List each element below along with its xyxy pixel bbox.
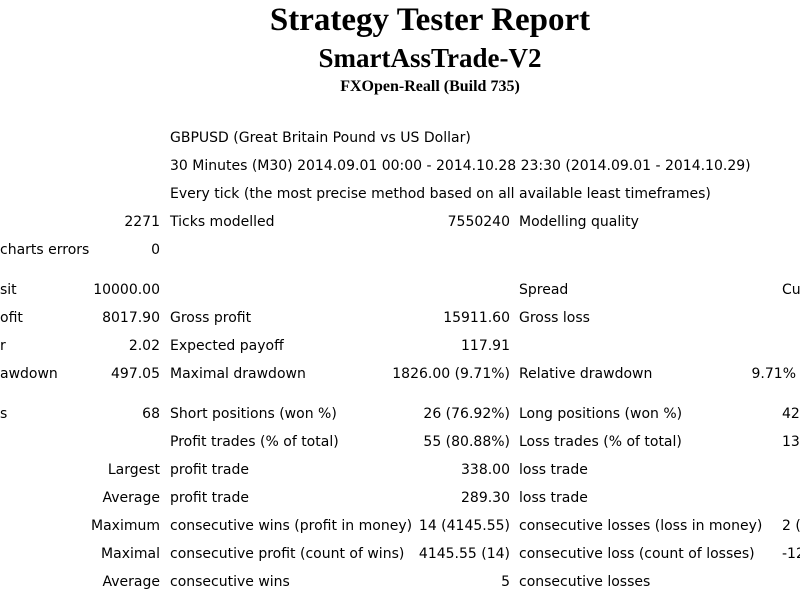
ticks-value: 7550240	[447, 214, 510, 230]
expected-payoff-label: Expected payoff	[170, 338, 284, 354]
relative-drawdown-label: Relative drawdown	[519, 366, 653, 382]
loss-trades-value: 13	[782, 434, 800, 450]
maximal-consecutive-profit-value: 4145.55 (14)	[418, 546, 510, 562]
spread-label: Spread	[519, 282, 569, 298]
maximal-drawdown-label: Maximal drawdown	[170, 366, 306, 382]
profit-factor-label: r	[0, 338, 6, 354]
gross-profit-value: 15911.60	[443, 310, 510, 326]
average-consecutive-label: Average	[102, 574, 161, 590]
long-positions-label: Long positions (won %)	[519, 406, 683, 422]
average-consecutive-wins-label: consecutive wins	[170, 574, 290, 590]
maximal-consecutive-loss-label: consecutive loss (count of losses)	[519, 546, 755, 562]
chart-errors-label: charts errors	[0, 242, 90, 258]
period-text: 30 Minutes (M30) 2014.09.01 00:00 - 2014…	[170, 158, 751, 174]
average-profit-trade-value: 289.30	[461, 490, 510, 506]
total-trades-value: 68	[142, 406, 160, 422]
maximal-label: Maximal	[101, 546, 160, 562]
largest-label: Largest	[107, 462, 160, 478]
short-positions-label: Short positions (won %)	[170, 406, 337, 422]
maximal-drawdown-value: 1826.00 (9.71%)	[392, 366, 510, 382]
net-profit-value: 8017.90	[102, 310, 160, 326]
absolute-drawdown-label: awdown	[0, 366, 58, 382]
ticks-label: Ticks modelled	[170, 214, 275, 230]
expected-payoff-value: 117.91	[461, 338, 510, 354]
average-loss-trade-label: loss trade	[519, 490, 588, 506]
largest-profit-trade-value: 338.00	[461, 462, 510, 478]
total-trades-label: s	[0, 406, 8, 422]
max-consecutive-wins-label: consecutive wins (profit in money)	[170, 518, 413, 534]
model-text: Every tick (the most precise method base…	[170, 186, 711, 202]
profit-trades-label: Profit trades (% of total)	[170, 434, 339, 450]
net-profit-label: ofit	[0, 310, 23, 326]
gross-loss-label: Gross loss	[519, 310, 590, 326]
gross-profit-label: Gross profit	[170, 310, 252, 326]
symbol-text: GBPUSD (Great Britain Pound vs US Dollar…	[170, 130, 471, 146]
max-consecutive-losses-value: 2 (	[782, 518, 800, 534]
server-build: FXOpen-Reall (Build 735)	[340, 78, 520, 95]
absolute-drawdown-value: 497.05	[111, 366, 160, 382]
max-consecutive-wins-value: 14 (4145.55)	[418, 518, 510, 534]
expert-name: SmartAssTrade-V2	[318, 43, 542, 73]
largest-profit-trade-label: profit trade	[170, 462, 249, 478]
short-positions-value: 26 (76.92%)	[423, 406, 510, 422]
maximal-consecutive-loss-value: -12	[782, 546, 800, 562]
profit-factor-value: 2.02	[128, 338, 160, 354]
average-consecutive-wins-value: 5	[501, 574, 510, 590]
bars-value: 2271	[124, 214, 160, 230]
average-profit-trade-label: profit trade	[170, 490, 249, 506]
average-label: Average	[102, 490, 161, 506]
deposit-label: sit	[0, 282, 17, 298]
maximum-label: Maximum	[91, 518, 160, 534]
max-consecutive-losses-label: consecutive losses (loss in money)	[519, 518, 763, 534]
profit-trades-value: 55 (80.88%)	[423, 434, 510, 450]
loss-trades-label: Loss trades (% of total)	[519, 434, 682, 450]
long-positions-value: 42	[782, 406, 800, 422]
chart-errors-value: 0	[151, 242, 160, 258]
report-title: Strategy Tester Report	[269, 2, 591, 38]
deposit-value: 10000.00	[93, 282, 160, 298]
average-consecutive-losses-label: consecutive losses	[519, 574, 651, 590]
maximal-consecutive-profit-label: consecutive profit (count of wins)	[170, 546, 405, 562]
relative-drawdown-value: 9.71%	[751, 366, 796, 382]
modelling-quality-label: Modelling quality	[519, 214, 639, 230]
currency-label: Cu	[782, 282, 800, 298]
largest-loss-trade-label: loss trade	[519, 462, 588, 478]
